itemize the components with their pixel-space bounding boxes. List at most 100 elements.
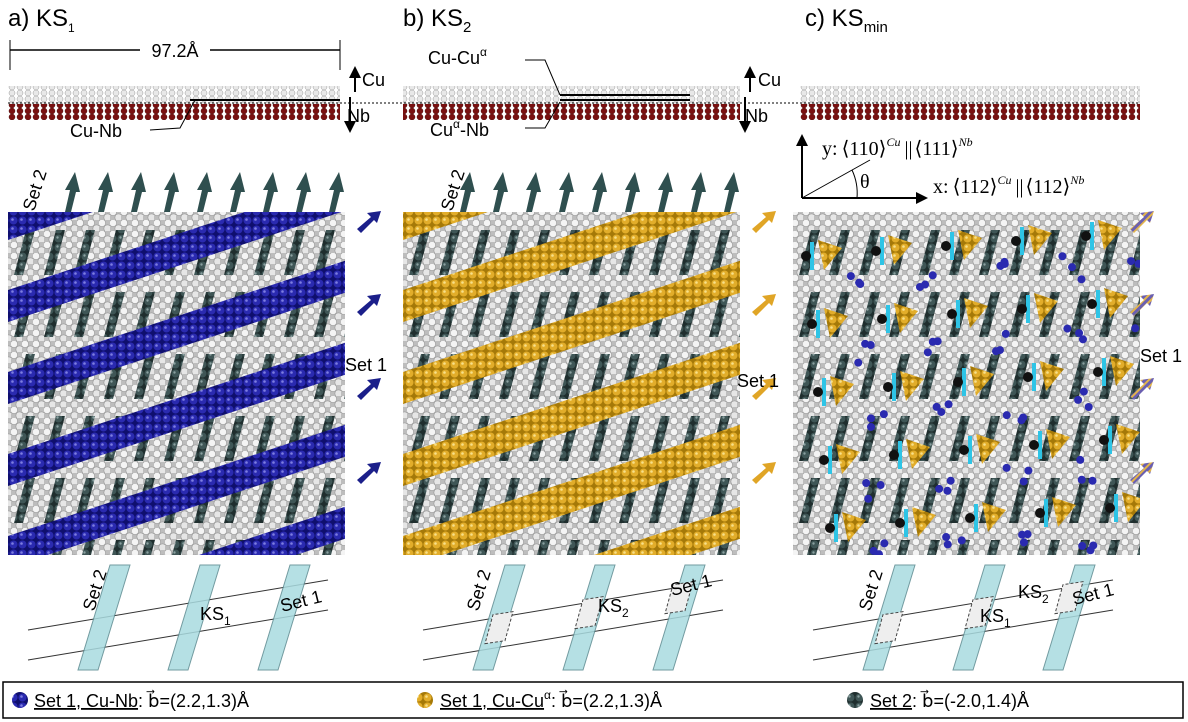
black-atom <box>1081 231 1091 241</box>
burgers-arrow <box>493 172 508 212</box>
black-atom <box>965 513 975 523</box>
legend-marker <box>417 692 433 708</box>
blue-atom <box>1077 275 1085 283</box>
blue-atom <box>933 403 941 411</box>
blue-atom <box>944 540 952 548</box>
blue-atom <box>855 279 863 287</box>
burgers-arrow <box>752 462 776 484</box>
nb-layer <box>8 104 340 120</box>
nb-label: Nb <box>347 106 370 126</box>
blue-atom <box>1141 392 1149 400</box>
set2-column <box>344 230 365 275</box>
burgers-arrow <box>357 211 381 233</box>
blue-atom <box>924 348 932 356</box>
set2-column <box>344 416 365 461</box>
cu-label: Cu <box>362 70 385 90</box>
blue-atom <box>880 410 888 418</box>
set2-column <box>739 540 760 585</box>
legend-marker <box>12 692 28 708</box>
blue-atom <box>1150 540 1158 548</box>
cu-layer <box>8 86 340 104</box>
angle-label: θ <box>860 171 870 193</box>
burgers-arrow <box>164 172 179 212</box>
schematic-set2: Set 2 <box>463 567 495 613</box>
atom-panel <box>793 212 1174 585</box>
blue-atom <box>1079 335 1087 343</box>
blue-atom <box>1020 538 1028 546</box>
blue-atom <box>1002 330 1010 338</box>
blue-atom <box>864 495 872 503</box>
black-atom <box>819 455 829 465</box>
schematic-interface: KS2 <box>598 596 629 620</box>
blue-atom <box>1155 527 1163 535</box>
blue-atom <box>935 485 943 493</box>
blue-atom <box>929 271 937 279</box>
blue-atom <box>1001 260 1009 268</box>
panel-title: a) KS1 <box>8 5 75 35</box>
blue-atom <box>1085 403 1093 411</box>
burgers-arrow <box>559 172 574 212</box>
decoration <box>8 60 1174 670</box>
black-atom <box>1099 435 1109 445</box>
blue-atom <box>1153 400 1161 408</box>
black-atom <box>883 382 893 392</box>
legend-entry: Set 1, Cu-Nb: b⃗=(2.2,1.3)Å <box>34 690 249 711</box>
blue-atom <box>1078 542 1086 550</box>
burgers-arrow <box>357 462 381 484</box>
blue-atom <box>947 477 955 485</box>
interface-label: Cuα-Nb <box>430 117 489 140</box>
blue-atom <box>1068 263 1076 271</box>
blue-atom <box>996 346 1004 354</box>
blue-atom <box>1148 251 1156 259</box>
black-atom <box>1017 304 1027 314</box>
black-atom <box>947 309 957 319</box>
schematic-interface: KS1 <box>200 604 231 628</box>
blue-atom <box>877 481 885 489</box>
set1-label: Set 1 <box>345 355 387 375</box>
set2-plane <box>1043 565 1095 670</box>
blue-atom <box>1024 467 1032 475</box>
black-atom <box>1029 440 1039 450</box>
blue-atom <box>1155 471 1163 479</box>
blue-atom <box>1078 476 1086 484</box>
blue-atom <box>1076 456 1084 464</box>
burgers-arrow <box>296 172 311 212</box>
burgers-arrow <box>263 172 278 212</box>
black-atom <box>895 518 905 528</box>
black-atom <box>801 251 811 261</box>
blue-atom <box>1089 477 1097 485</box>
burgers-arrow <box>752 294 776 316</box>
blue-atom <box>1063 325 1071 333</box>
set2-column <box>739 478 760 523</box>
set1-label: Set 1 <box>737 371 779 391</box>
set2-column <box>344 540 365 585</box>
black-atom <box>1011 236 1021 246</box>
black-atom <box>1105 503 1115 513</box>
blue-atom <box>1147 330 1155 338</box>
width-label: 97.2Å <box>151 41 198 61</box>
burgers-arrow <box>98 172 113 212</box>
figure: a) KS1 b) KS2 c) KSmin 97.2Å Cu Nb Cu Nb… <box>0 0 1188 722</box>
blue-atom <box>867 423 875 431</box>
atom-panel <box>8 97 365 650</box>
black-atom <box>959 445 969 455</box>
blue-atom <box>867 414 875 422</box>
burgers-arrow <box>131 172 146 212</box>
burgers-arrow <box>752 211 776 233</box>
blue-atom <box>1080 388 1088 396</box>
black-atom <box>941 241 951 251</box>
set2-plane <box>258 565 310 670</box>
blue-atom <box>1131 324 1139 332</box>
blue-atom <box>929 338 937 346</box>
cu-layer <box>800 86 1140 104</box>
legend-entry: Set 1, Cu-Cuα: b⃗=(2.2,1.3)Å <box>440 688 662 711</box>
blue-atom <box>1143 406 1151 414</box>
blue-atom <box>1020 477 1028 485</box>
blue-atom <box>945 400 953 408</box>
burgers-arrow <box>357 378 381 400</box>
blue-atom <box>854 359 862 367</box>
set2-column <box>739 230 760 275</box>
blue-atom <box>1134 260 1142 268</box>
burgers-arrow <box>526 172 541 212</box>
blue-atom <box>1144 451 1152 459</box>
